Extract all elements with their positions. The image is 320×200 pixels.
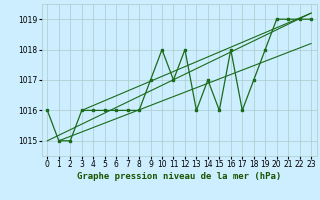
X-axis label: Graphe pression niveau de la mer (hPa): Graphe pression niveau de la mer (hPa) [77, 172, 281, 181]
